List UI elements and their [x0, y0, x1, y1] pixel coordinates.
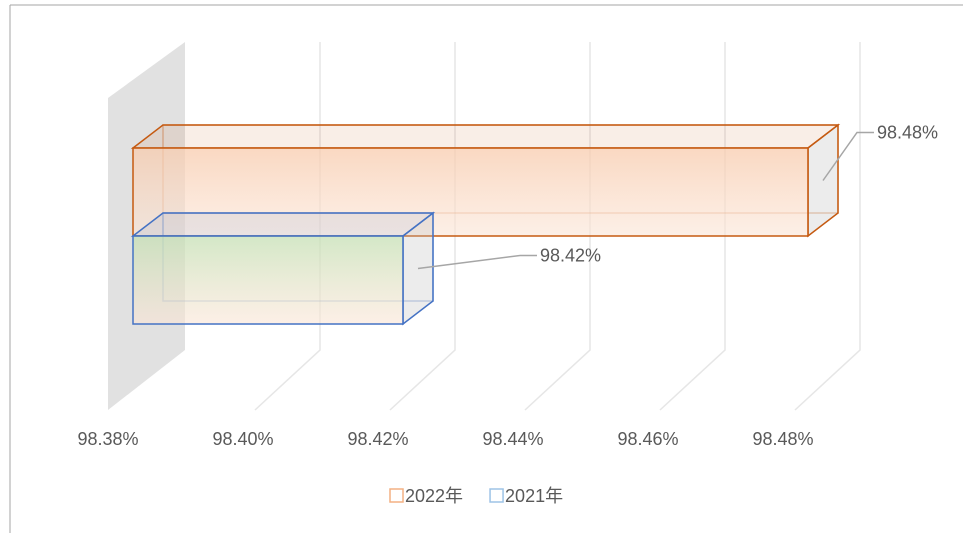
- x-tick-label: 98.46%: [617, 429, 678, 449]
- x-tick-label: 98.38%: [77, 429, 138, 449]
- grid-line: [794, 42, 861, 411]
- leader-line: [417, 254, 537, 270]
- grid-line: [389, 42, 456, 411]
- bar: [132, 147, 809, 237]
- legend-label: 2022年: [405, 486, 463, 506]
- x-tick-label: 98.48%: [752, 429, 813, 449]
- legend-swatch: [489, 488, 504, 503]
- grid-line: [659, 42, 726, 411]
- x-tick-label: 98.40%: [212, 429, 273, 449]
- grid-line: [254, 42, 321, 411]
- grid-line: [524, 42, 591, 411]
- legend-label: 2021年: [505, 486, 563, 506]
- data-label: 98.48%: [877, 122, 938, 142]
- data-label: 98.42%: [540, 245, 601, 265]
- legend-swatch: [389, 488, 404, 503]
- bar: [132, 235, 404, 325]
- bar-top: [130, 212, 436, 237]
- x-tick-label: 98.42%: [347, 429, 408, 449]
- leader-line: [822, 131, 874, 181]
- bar-top: [130, 124, 841, 149]
- x-tick-label: 98.44%: [482, 429, 543, 449]
